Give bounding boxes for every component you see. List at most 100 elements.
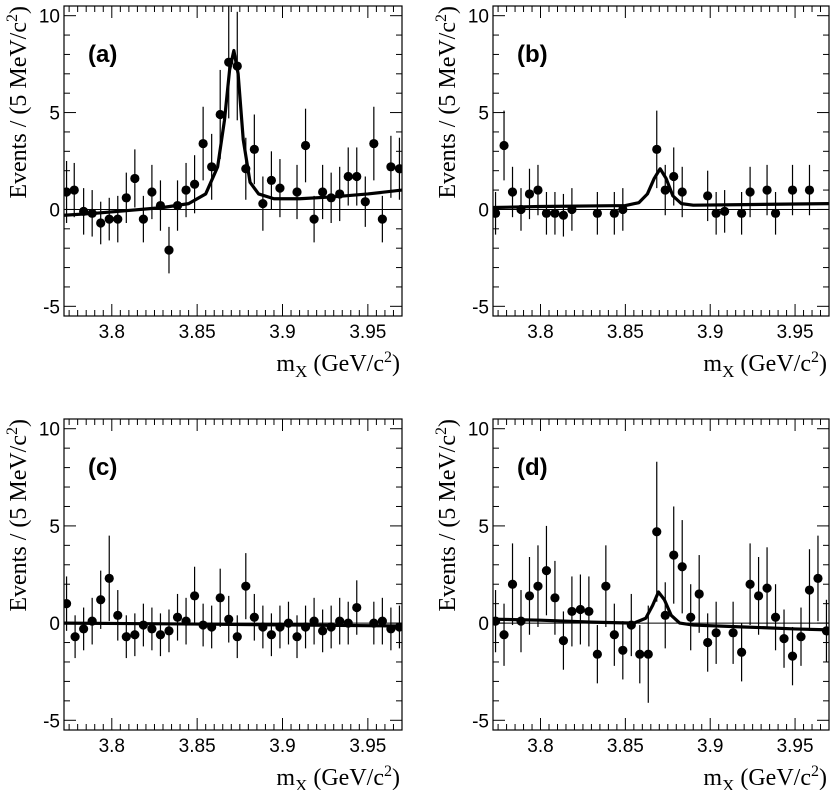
data-point (113, 214, 123, 224)
fit-curve (493, 167, 829, 210)
x-tick-label: 3.85 (179, 736, 216, 757)
data-point (377, 214, 387, 224)
data-point (541, 208, 552, 218)
data-point (87, 616, 97, 626)
ticks (64, 6, 403, 316)
x-tick-label: 3.95 (349, 322, 386, 343)
data-point (249, 144, 259, 154)
data-point (275, 183, 285, 193)
data-point (70, 632, 80, 642)
ticks (493, 6, 830, 316)
x-tick-label: 3.85 (179, 322, 216, 343)
data-point (258, 622, 268, 632)
data-point (753, 591, 764, 601)
y-tick-label: 10 (468, 7, 489, 28)
data-point (592, 208, 602, 218)
data-point (266, 175, 277, 185)
data-point (567, 606, 577, 617)
data-point (224, 614, 234, 624)
y-tick-label: 0 (478, 614, 489, 635)
data-point (318, 626, 328, 636)
data-point (516, 204, 526, 215)
data-point (283, 618, 294, 628)
data-point (189, 591, 200, 601)
x-tick-label: 3.85 (607, 322, 644, 343)
data-point (121, 632, 131, 642)
plot-frame (492, 418, 830, 731)
ticks (64, 419, 403, 730)
data-point (703, 191, 713, 201)
data-point (335, 616, 345, 626)
data-point (652, 527, 662, 537)
data-point (745, 579, 755, 589)
y-axis-label: Events / (5 MeV/c2) (433, 6, 461, 199)
data-point (292, 187, 302, 197)
x-tick-label: 3.8 (527, 736, 553, 757)
data-point (181, 185, 191, 195)
panel-label: (c) (88, 454, 117, 481)
x-axis-label: mX (GeV/c2) (703, 349, 827, 381)
data-point (232, 61, 242, 71)
y-tick-label: 5 (49, 104, 60, 125)
x-axis-label: mX (GeV/c2) (276, 763, 400, 790)
panel-label: (d) (517, 454, 548, 481)
x-tick-label: 3.95 (777, 322, 814, 343)
data-point (770, 612, 781, 622)
data-points (64, 6, 402, 274)
data-point (541, 566, 552, 576)
x-tick-label: 3.95 (349, 736, 386, 757)
data-point (796, 632, 806, 642)
data-point (493, 208, 501, 218)
data-point (652, 144, 662, 154)
fit-curve (64, 48, 402, 217)
x-tick-label: 3.8 (99, 736, 125, 757)
data-point (558, 210, 569, 220)
x-axis-label: mX (GeV/c2) (703, 763, 827, 790)
data-point (507, 187, 518, 197)
data-point (138, 214, 148, 224)
y-tick-label: 5 (49, 517, 60, 538)
y-tick-label: 10 (39, 420, 60, 441)
data-point (762, 583, 772, 593)
data-point (643, 649, 653, 659)
data-point (821, 626, 829, 636)
data-point (609, 208, 619, 218)
y-tick-label: 0 (49, 614, 60, 635)
y-tick-label: 5 (478, 517, 489, 538)
data-point (172, 612, 183, 622)
y-tick-label: 5 (478, 104, 489, 125)
panel-a: 3.8 3.85 3.9 3.95 -5 0 5 10 (a) Events / (5 MeV/c… (4, 5, 403, 381)
fit-curve (493, 590, 829, 632)
y-tick-label: -5 (472, 711, 489, 732)
data-point (249, 612, 259, 622)
x-tick-label: 3.9 (269, 736, 295, 757)
data-point (601, 581, 611, 591)
data-point (87, 208, 97, 218)
data-point (779, 634, 789, 644)
data-point (813, 573, 823, 583)
data-point (147, 624, 157, 634)
panel-label: (b) (517, 41, 548, 68)
data-point (507, 579, 518, 589)
data-point (96, 218, 106, 228)
data-point (172, 200, 183, 211)
x-tick-label: 3.9 (697, 736, 723, 757)
data-point (155, 630, 166, 640)
data-point (584, 606, 594, 617)
data-point (686, 612, 696, 622)
data-point (516, 616, 526, 626)
panel-label: (a) (88, 41, 117, 68)
data-point (130, 173, 140, 184)
data-point (64, 187, 72, 197)
data-point (121, 193, 131, 203)
y-tick-label: 0 (478, 200, 489, 221)
data-point (215, 109, 225, 120)
data-point (550, 208, 560, 218)
data-point (660, 610, 670, 620)
data-point (386, 624, 396, 634)
data-point (198, 138, 208, 149)
data-point (181, 616, 191, 626)
data-point (164, 626, 174, 636)
data-point (660, 185, 670, 195)
x-tick-label: 3.8 (527, 322, 553, 343)
